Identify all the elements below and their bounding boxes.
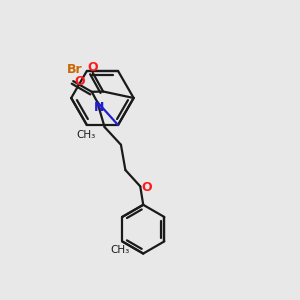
Text: CH₃: CH₃ xyxy=(110,245,129,255)
Text: O: O xyxy=(74,75,85,88)
Text: O: O xyxy=(87,61,98,74)
Text: O: O xyxy=(142,182,152,194)
Text: N: N xyxy=(94,101,104,114)
Text: Br: Br xyxy=(67,63,82,76)
Text: CH₃: CH₃ xyxy=(76,130,96,140)
